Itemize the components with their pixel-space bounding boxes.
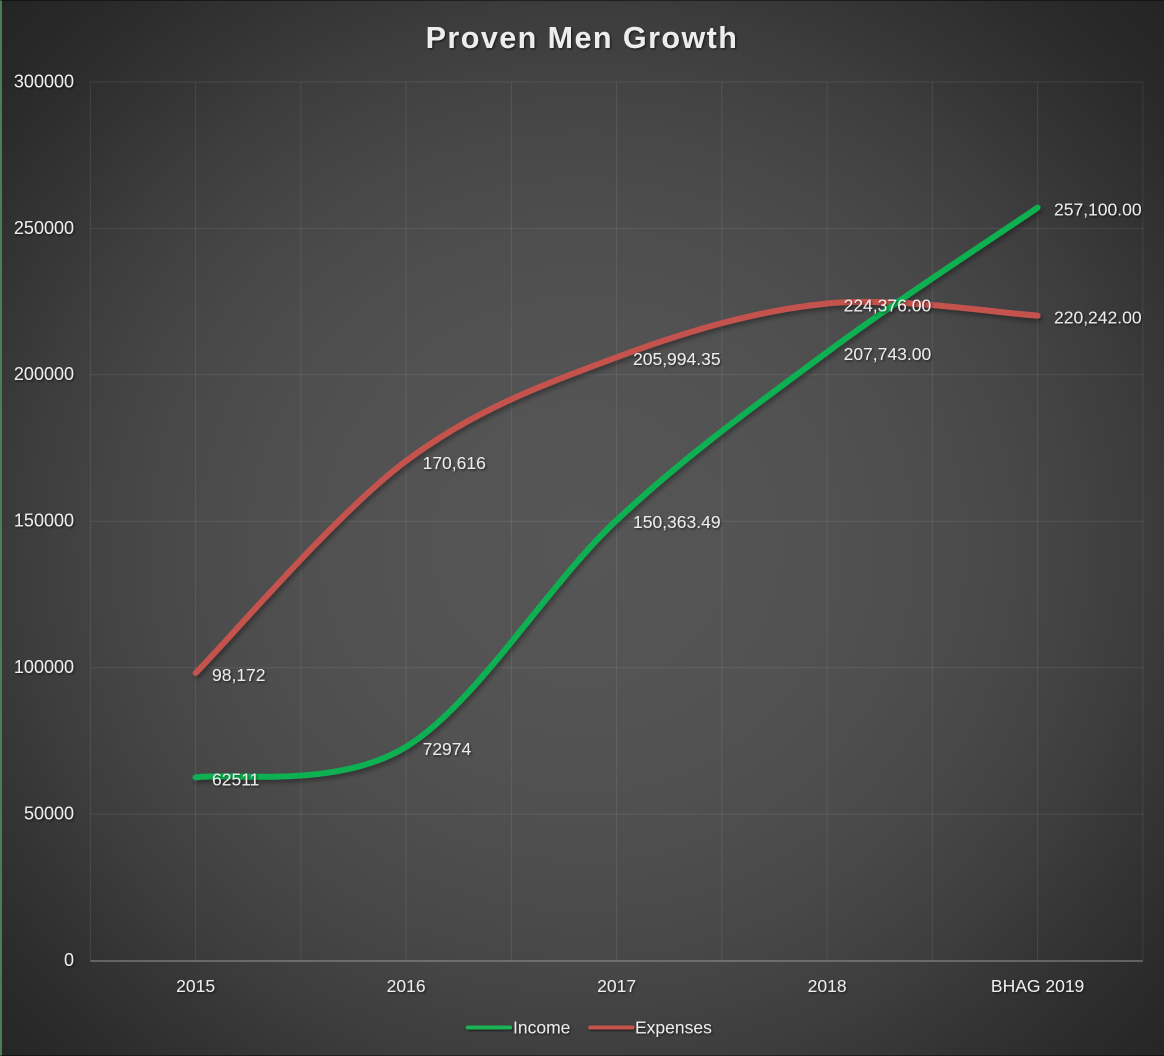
- svg-text:Income: Income: [513, 1018, 570, 1038]
- svg-text:2015: 2015: [176, 976, 215, 996]
- svg-text:Proven Men Growth: Proven Men Growth: [426, 21, 739, 55]
- svg-text:100000: 100000: [14, 657, 74, 677]
- svg-text:300000: 300000: [14, 71, 74, 91]
- svg-text:150,363.49: 150,363.49: [633, 512, 721, 532]
- svg-text:50000: 50000: [24, 804, 74, 824]
- svg-text:207,743.00: 207,743.00: [844, 344, 932, 364]
- svg-text:62511: 62511: [212, 769, 259, 789]
- svg-text:200000: 200000: [14, 364, 74, 384]
- svg-text:170,616: 170,616: [423, 453, 486, 473]
- svg-text:BHAG 2019: BHAG 2019: [991, 976, 1084, 996]
- svg-text:205,994.35: 205,994.35: [633, 349, 721, 369]
- svg-text:257,100.00: 257,100.00: [1054, 200, 1142, 220]
- svg-text:2018: 2018: [808, 976, 847, 996]
- svg-text:220,242.00: 220,242.00: [1054, 308, 1142, 328]
- svg-text:250000: 250000: [14, 218, 74, 238]
- svg-text:2017: 2017: [597, 976, 636, 996]
- svg-text:Expenses: Expenses: [635, 1018, 712, 1038]
- svg-text:2016: 2016: [387, 976, 426, 996]
- svg-text:150000: 150000: [14, 511, 74, 531]
- svg-text:72974: 72974: [423, 739, 472, 759]
- svg-text:0: 0: [64, 950, 74, 970]
- svg-text:224,376.00: 224,376.00: [844, 296, 932, 316]
- svg-text:98,172: 98,172: [212, 665, 266, 685]
